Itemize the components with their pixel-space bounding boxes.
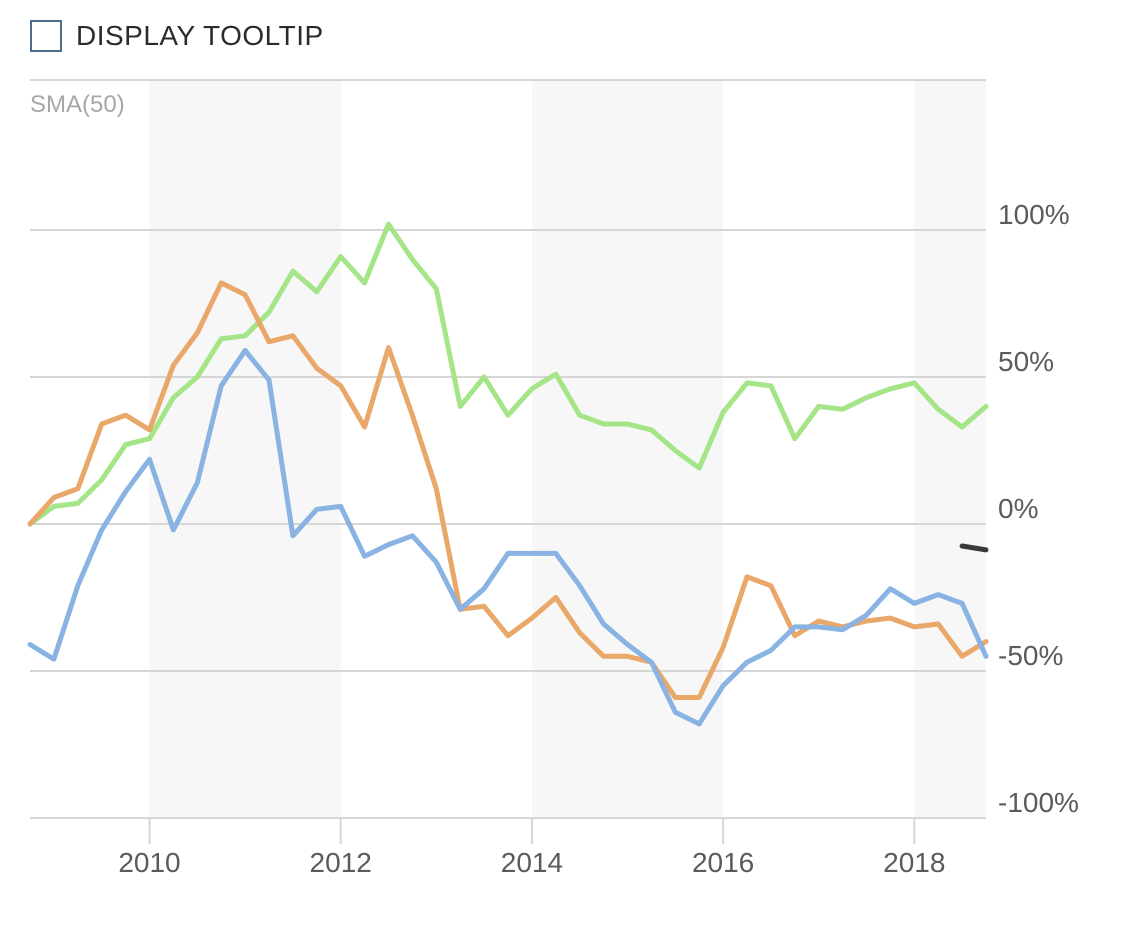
x-tick-label: 2016 (692, 847, 754, 878)
series-line (27, 280, 989, 700)
x-tick-label: 2010 (118, 847, 180, 878)
x-tick-label: 2018 (883, 847, 945, 878)
shaded-band (914, 80, 986, 818)
x-axis: 2010 2012 2014 2016 2018 (118, 818, 945, 878)
series-lines (27, 221, 989, 727)
display-tooltip-toggle[interactable]: DISPLAY TOOLTIP (30, 16, 324, 56)
y-tick-label: 0% (998, 493, 1038, 524)
marker-line (959, 543, 989, 553)
tooltip-checkbox-label: DISPLAY TOOLTIP (76, 20, 324, 51)
y-axis-labels: 100% 50% 0% -50% -100% (998, 199, 1079, 818)
series-line (27, 348, 989, 727)
tooltip-checkbox[interactable] (30, 20, 62, 52)
series-line (27, 221, 989, 527)
indicator-label: SMA(50) (30, 91, 125, 118)
shaded-year-bands (149, 80, 986, 818)
shaded-band (149, 80, 341, 818)
x-tick-label: 2012 (310, 847, 372, 878)
y-tick-label: 50% (998, 346, 1054, 377)
y-tick-label: -100% (998, 787, 1079, 818)
horizontal-gridlines (30, 79, 986, 819)
shaded-band (531, 80, 724, 818)
y-tick-label: -50% (998, 640, 1063, 671)
x-tick-label: 2014 (501, 847, 563, 878)
y-tick-label: 100% (998, 199, 1070, 230)
